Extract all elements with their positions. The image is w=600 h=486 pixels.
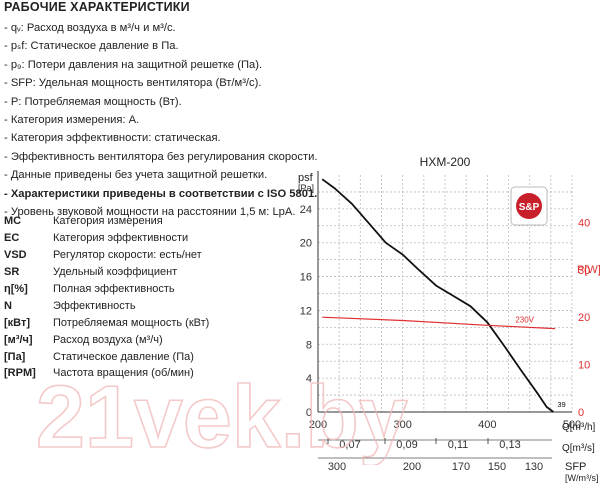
legend-key: [кВт]	[4, 316, 31, 329]
characteristics-item: - Уровень звуковой мощности на расстояни…	[4, 205, 296, 218]
characteristics-item: - Категория измерения: A.	[4, 113, 140, 126]
y-tick-label: 20	[300, 238, 312, 250]
legend-desc: Частота вращения (об/мин)	[53, 367, 194, 380]
legend-desc: Полная эффективность	[53, 283, 175, 295]
characteristics-item: - P: Потребляемая мощность (Вт).	[4, 95, 182, 108]
legend-key: [м³/ч]	[4, 333, 33, 346]
characteristics-item: - qᵥ: Расход воздуха в м³/ч и м³/с.	[4, 22, 176, 34]
y-tick-label: 24	[300, 204, 312, 216]
chart-series	[321, 178, 556, 413]
characteristics-list: - qᵥ: Расход воздуха в м³/ч и м³/с. - pₛ…	[4, 19, 317, 221]
chart-title: HXM-200	[420, 155, 471, 169]
y-axis-unit: [Pa]	[298, 183, 314, 193]
characteristics-item: - pₛf: Статическое давление в Па.	[4, 40, 179, 53]
legend-row: EC Категория эффективности	[4, 230, 209, 247]
x-tick-label: 200	[309, 419, 327, 431]
x3-axis-unit: [W/m³/s]	[565, 473, 599, 483]
legend-row: η[%] Полная эффективность	[4, 281, 209, 298]
logo-text: S&P	[519, 202, 540, 213]
x3-axis-label: SFP	[565, 461, 586, 473]
x-tick-label: 300	[393, 419, 411, 431]
annotation-230v: 230V	[515, 315, 534, 324]
x2-tick-label: 0,09	[396, 439, 417, 451]
section-title: РАБОЧИЕ ХАРАКТЕРИСТИКИ	[4, 0, 190, 14]
x-tick-label: 400	[478, 419, 496, 431]
characteristics-item: - p₉: Потери давления на защитной решетк…	[4, 58, 263, 71]
legend-desc: Эффективность	[53, 299, 136, 312]
y2-axis-label: P[W]	[577, 264, 600, 276]
legend-desc: Удельный коэффициент	[53, 266, 178, 279]
y2-tick-label: 30	[578, 265, 590, 277]
legend-key: N	[4, 299, 12, 312]
y-tick-label: 4	[306, 373, 312, 385]
y-axis-label: psf	[298, 172, 314, 184]
y2-tick-label: 10	[578, 360, 590, 372]
legend-key: η[%]	[4, 283, 28, 295]
legend-row: [RPM] Частота вращения (об/мин)	[4, 365, 209, 382]
legend-desc: Расход воздуха (м³/ч)	[53, 333, 163, 346]
x2-tick-label: 0,11	[448, 439, 469, 451]
chart-grid	[317, 171, 573, 413]
legend-row: MC Категория измерения	[4, 213, 209, 230]
legend-key: [RPM]	[4, 367, 36, 380]
y-tick-label: 12	[300, 305, 312, 317]
characteristics-item: - Данные приведены без учета защитной ре…	[4, 169, 268, 182]
legend-row: N Эффективность	[4, 297, 209, 314]
legend-key: EC	[4, 232, 20, 245]
x-axis-label: Q[m³/h]	[562, 422, 596, 433]
legend-key: SR	[4, 266, 20, 279]
x-tick-label: 500	[563, 419, 581, 431]
x3-tick-label: 300	[328, 461, 346, 473]
chart-labels: psf[Pa] P[W] Q[m³/h] Q[m³/s] SFP[W/m³/s] HXM-…	[298, 155, 600, 483]
legend-row: [м³/ч] Расход воздуха (м³/ч)	[4, 331, 209, 348]
x3-tick-label: 130	[525, 461, 543, 473]
characteristics-item: - Характеристики приведены в соответстви…	[4, 187, 318, 200]
legend-desc: Категория измерения	[53, 215, 163, 228]
legend-row: SR Удельный коэффициент	[4, 264, 209, 281]
legend-row: [Па] Статическое давление (Па)	[4, 348, 209, 365]
x3-tick-label: 200	[403, 461, 421, 473]
legend-key: VSD	[4, 249, 27, 262]
chart-ticks: 0 4 8 12 16 20 24 0 10 20 30 40 200 300 400 500 0,07 0,09…	[300, 204, 591, 473]
x2-tick-label: 0,07	[339, 439, 360, 451]
characteristics-item: - Категория эффективности: статическая.	[4, 132, 221, 145]
legend-key: MC	[4, 215, 22, 228]
legend-key: [Па]	[4, 350, 26, 363]
sp-logo: S&P	[510, 186, 548, 226]
x3-tick-label: 170	[452, 461, 470, 473]
y2-tick-label: 40	[578, 217, 590, 229]
characteristics-item: - SFP: Удельная мощность вентилятора (Вт…	[4, 77, 262, 90]
legend-desc: Регулятор скорости: есть/нет	[53, 249, 202, 262]
legend-desc: Потребляемая мощность (кВт)	[53, 316, 210, 329]
y-tick-label: 8	[306, 339, 312, 351]
logo-circle	[516, 193, 542, 219]
y2-tick-label: 20	[578, 312, 590, 324]
y-tick-label: 0	[306, 407, 312, 419]
x2-tick-label: 0,13	[499, 439, 520, 451]
x2-axis-label: Q[m³/s]	[562, 443, 595, 454]
y-tick-label: 16	[300, 272, 312, 284]
legend-desc: Статическое давление (Па)	[53, 350, 194, 363]
legend-row: [кВт] Потребляемая мощность (кВт)	[4, 314, 209, 331]
pressure-curve	[321, 178, 554, 413]
abbreviation-legend: MC Категория измерения EC Категория эффект…	[4, 213, 209, 382]
annotation-39: 39	[557, 400, 565, 409]
legend-row: VSD Регулятор скорости: есть/нет	[4, 247, 209, 264]
power-curve	[322, 316, 556, 330]
y2-tick-label: 0	[578, 407, 584, 419]
legend-desc: Категория эффективности	[53, 232, 189, 245]
characteristics-item: - Эффективность вентилятора без регулиро…	[4, 150, 318, 163]
x3-tick-label: 150	[488, 461, 506, 473]
